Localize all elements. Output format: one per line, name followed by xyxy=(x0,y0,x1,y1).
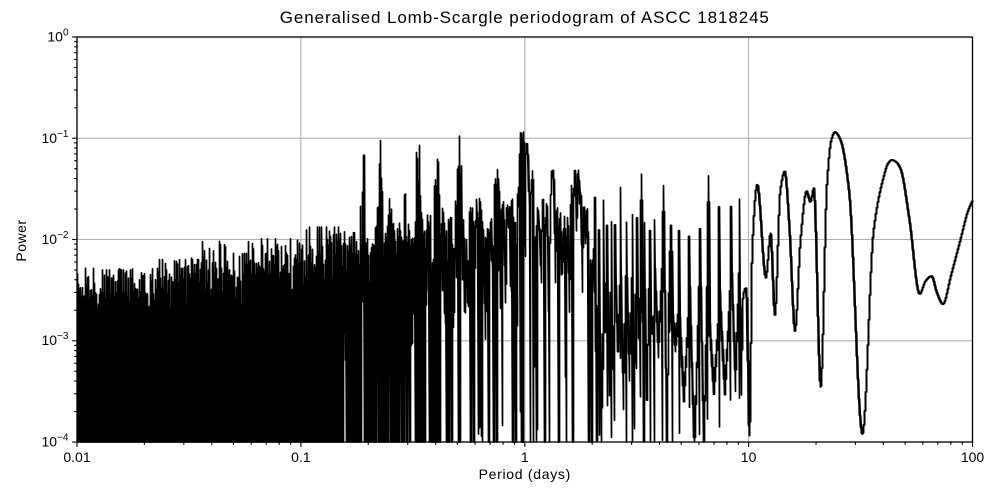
svg-text:10: 10 xyxy=(741,449,757,465)
svg-text:0.1: 0.1 xyxy=(291,449,311,465)
svg-text:Period (days): Period (days) xyxy=(479,466,571,482)
svg-text:1: 1 xyxy=(521,449,529,465)
svg-text:Power: Power xyxy=(13,219,29,261)
svg-text:100: 100 xyxy=(961,449,985,465)
svg-text:Generalised Lomb-Scargle perio: Generalised Lomb-Scargle periodogram of … xyxy=(280,8,770,27)
svg-text:0.01: 0.01 xyxy=(63,449,90,465)
